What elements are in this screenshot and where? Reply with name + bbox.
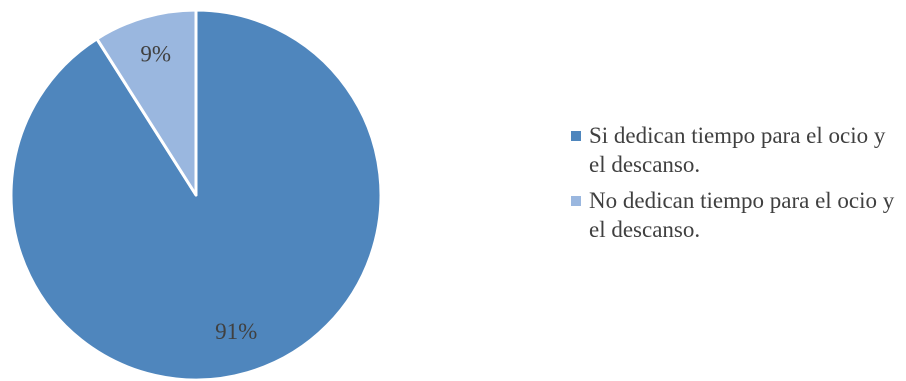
legend-item-si: Si dedican tiempo para el ocio y el desc… — [571, 121, 906, 179]
pie-label-si: 91% — [215, 319, 257, 344]
legend-swatch-no — [571, 196, 581, 206]
chart-legend: Si dedican tiempo para el ocio y el desc… — [571, 121, 906, 251]
legend-label-no: No dedican tiempo para el ocio y el desc… — [589, 188, 895, 242]
pie-slice-no — [95, 8, 198, 197]
pie-labels: 91% 9% — [140, 42, 257, 344]
pie-label-no: 9% — [140, 42, 171, 67]
pie-slices — [9, 8, 383, 381]
legend-swatch-si — [571, 131, 581, 141]
legend-item-no: No dedican tiempo para el ocio y el desc… — [571, 186, 906, 244]
legend-label-si: Si dedican tiempo para el ocio y el desc… — [589, 123, 886, 177]
